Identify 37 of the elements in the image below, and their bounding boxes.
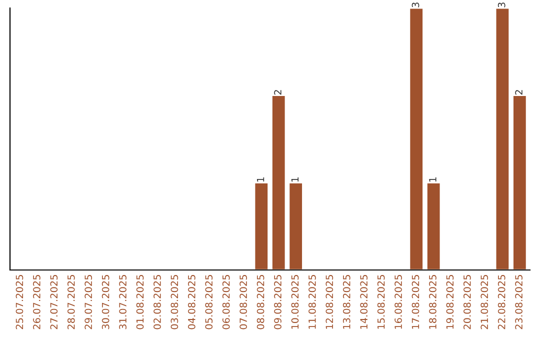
data-label: 2: [274, 90, 282, 95]
x-tick-label: 14.08.2025: [360, 275, 368, 329]
x-tick-label: 13.08.2025: [342, 275, 350, 329]
x-tick-label: 04.08.2025: [188, 275, 196, 330]
x-tick-label: 26.07.2025: [33, 275, 40, 330]
x-tick-label: 21.08.2025: [480, 275, 488, 330]
x-tick-label: 03.08.2025: [170, 275, 178, 330]
x-tick-label: 22.08.2025: [498, 275, 506, 330]
x-tick-label: 28.07.2025: [67, 275, 75, 330]
x-tick-label: 29.07.2025: [84, 275, 92, 330]
data-label: 3: [498, 2, 506, 8]
x-tick-label: 15.08.2025: [377, 275, 385, 329]
x-tick-label: 27.07.2025: [50, 275, 58, 330]
data-label: 2: [515, 90, 522, 95]
data-label: 1: [291, 177, 299, 182]
x-tick-label: 17.08.2025: [412, 275, 420, 329]
x-tick-label: 01.08.2025: [136, 275, 144, 330]
x-tick-label: 19.08.2025: [446, 275, 454, 329]
data-label: 3: [412, 2, 420, 8]
x-tick-label: 02.08.2025: [154, 275, 161, 330]
x-tick-label: 11.08.2025: [308, 275, 316, 329]
x-tick-label: 30.07.2025: [102, 275, 110, 330]
x-tick-label: 23.08.2025: [515, 275, 522, 330]
x-tick-label: 10.08.2025: [291, 275, 299, 329]
x-tick-label: 31.07.2025: [119, 275, 126, 330]
x-tick-label: 05.08.2025: [205, 275, 213, 330]
x-tick-label: 18.08.2025: [429, 275, 436, 329]
x-tick-label: 06.08.2025: [222, 275, 230, 330]
x-tick-label: 12.08.2025: [326, 275, 334, 329]
x-tick-label: 20.08.2025: [463, 275, 471, 330]
data-label: 1: [429, 177, 436, 182]
x-tick-label: 09.08.2025: [274, 275, 282, 330]
x-tick-label: 16.08.2025: [394, 275, 402, 329]
x-tick-label: 07.08.2025: [240, 275, 247, 330]
x-tick-label: 08.08.2025: [256, 275, 264, 330]
x-tick-label: 25.07.2025: [16, 275, 24, 330]
data-label: 1: [256, 177, 264, 182]
